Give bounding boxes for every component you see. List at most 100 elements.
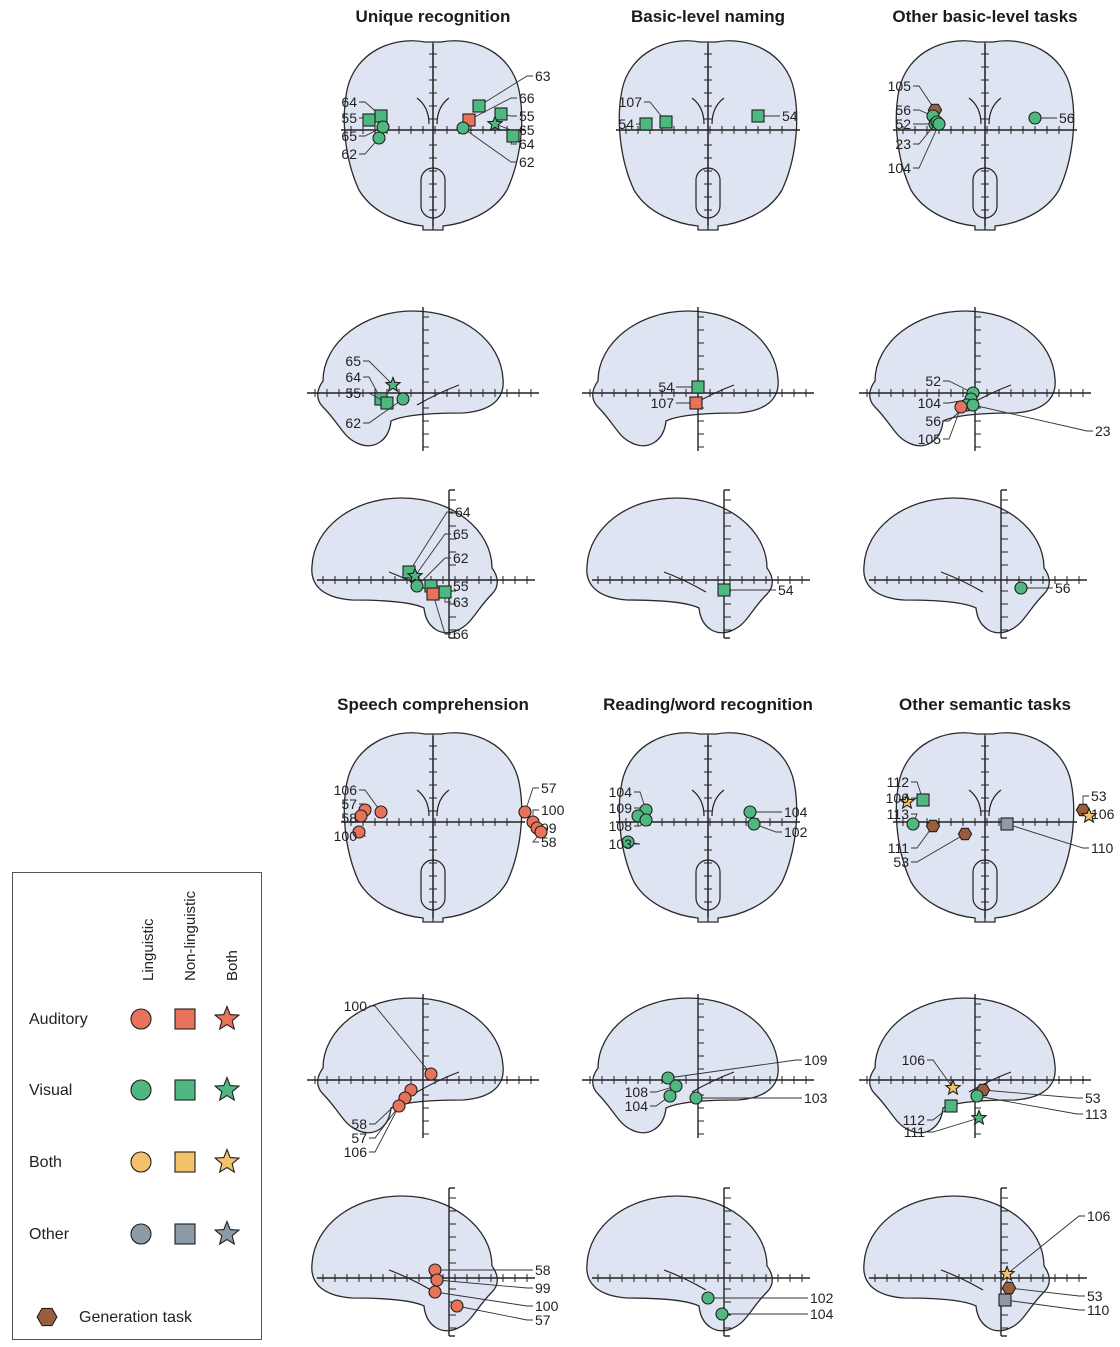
reference-label: 54 xyxy=(778,582,794,598)
marker-circle xyxy=(410,579,424,593)
leader-line xyxy=(369,1005,432,1075)
reference-label: 106 xyxy=(1087,1208,1111,1224)
legend-markers xyxy=(36,1005,241,1327)
panel-title: Speech comprehension xyxy=(337,695,529,714)
reference-label: 56 xyxy=(1059,110,1075,126)
legend-visual-square xyxy=(174,1079,196,1101)
reference-label: 66 xyxy=(519,90,535,106)
marker-star xyxy=(898,793,916,810)
legend-col-linguistic: Linguistic xyxy=(140,918,157,981)
marker-star xyxy=(486,115,504,132)
panel-title: Other basic-level tasks xyxy=(892,7,1077,26)
marker-circle xyxy=(518,805,532,819)
marker-circle xyxy=(372,131,386,145)
reference-label: 64 xyxy=(341,94,357,110)
reference-label: 65 xyxy=(519,122,535,138)
legend-generation-label: Generation task xyxy=(79,1309,193,1326)
leader-line xyxy=(1006,823,1089,849)
reference-label: 107 xyxy=(651,395,675,411)
legend-box: Linguistic Non-linguistic Both Auditory … xyxy=(12,872,262,1340)
panel-title: Reading/word recognition xyxy=(603,695,813,714)
reference-label: 58 xyxy=(535,1262,551,1278)
reference-label: 63 xyxy=(535,68,551,84)
reference-label: 52 xyxy=(895,116,911,132)
marker-circle xyxy=(906,817,920,831)
reference-label: 63 xyxy=(453,594,469,610)
reference-label: 23 xyxy=(1095,423,1111,439)
leader-line xyxy=(982,1089,1083,1099)
reference-label: 99 xyxy=(535,1280,551,1296)
reference-label: 53 xyxy=(1091,788,1107,804)
reference-label: 113 xyxy=(1085,1106,1108,1122)
marker-circle xyxy=(701,1291,715,1305)
reference-label: 105 xyxy=(918,431,942,447)
reference-label: 62 xyxy=(345,415,361,431)
leader-line xyxy=(359,126,384,137)
marker-hexagon xyxy=(1001,1281,1017,1295)
marker-circle xyxy=(396,392,410,406)
reference-label: 104 xyxy=(888,160,912,176)
marker-circle xyxy=(743,805,757,819)
reference-label: 108 xyxy=(625,1084,649,1100)
legend-both-circle xyxy=(130,1151,152,1173)
marker-square xyxy=(472,99,486,113)
legend-col-both: Both xyxy=(224,950,241,981)
marker-circle xyxy=(663,1089,677,1103)
lateral-view: 52 104 56 105 23 xyxy=(859,307,1111,451)
leader-line xyxy=(927,1059,954,1089)
reference-label: 110 xyxy=(1087,1302,1110,1318)
leader-line xyxy=(667,1059,802,1079)
reference-label: 104 xyxy=(918,395,942,411)
marker-square xyxy=(916,793,930,807)
legend-row-other: Other xyxy=(29,1226,70,1243)
leader-line xyxy=(1004,1299,1085,1311)
leader-line xyxy=(369,1105,400,1153)
marker-circle xyxy=(621,835,635,849)
leader-line xyxy=(468,97,517,121)
reference-label: 113 xyxy=(887,806,910,822)
leader-line xyxy=(436,1279,533,1289)
reference-label: 23 xyxy=(895,136,911,152)
reference-label: 102 xyxy=(784,824,808,840)
leader-line xyxy=(976,1095,1083,1115)
reference-label: 103 xyxy=(609,836,633,852)
marker-square xyxy=(362,113,376,127)
marker-square xyxy=(717,583,731,597)
marker-circle xyxy=(374,805,388,819)
marker-square xyxy=(494,107,508,121)
reference-label: 53 xyxy=(893,854,909,870)
marker-circle xyxy=(970,1089,984,1103)
reference-label: 104 xyxy=(609,784,633,800)
reference-label: 100 xyxy=(334,828,358,844)
reference-label: 64 xyxy=(519,136,535,152)
medial-view: 56 xyxy=(863,489,1087,639)
reference-label: 102 xyxy=(810,1290,834,1306)
leader-line xyxy=(927,1117,980,1133)
reference-label: 57 xyxy=(341,796,357,812)
leader-line xyxy=(363,360,394,386)
marker-hexagon xyxy=(925,819,941,833)
leader-line xyxy=(408,511,453,573)
marker-circle xyxy=(661,1071,675,1085)
medial-view: 54 xyxy=(586,489,810,639)
marker-circle xyxy=(1014,581,1028,595)
marker-star xyxy=(384,376,402,393)
marker-circle xyxy=(456,121,470,135)
leader-line xyxy=(416,557,451,587)
reference-label: 107 xyxy=(619,94,643,110)
leader-line xyxy=(432,593,451,635)
marker-square xyxy=(689,396,703,410)
leader-line xyxy=(972,404,1093,432)
legend-other-square xyxy=(174,1223,196,1245)
reference-label: 111 xyxy=(888,840,909,856)
marker-square xyxy=(659,115,673,129)
leader-line xyxy=(363,376,382,400)
reference-label: 105 xyxy=(888,78,912,94)
reference-label: 100 xyxy=(541,802,565,818)
